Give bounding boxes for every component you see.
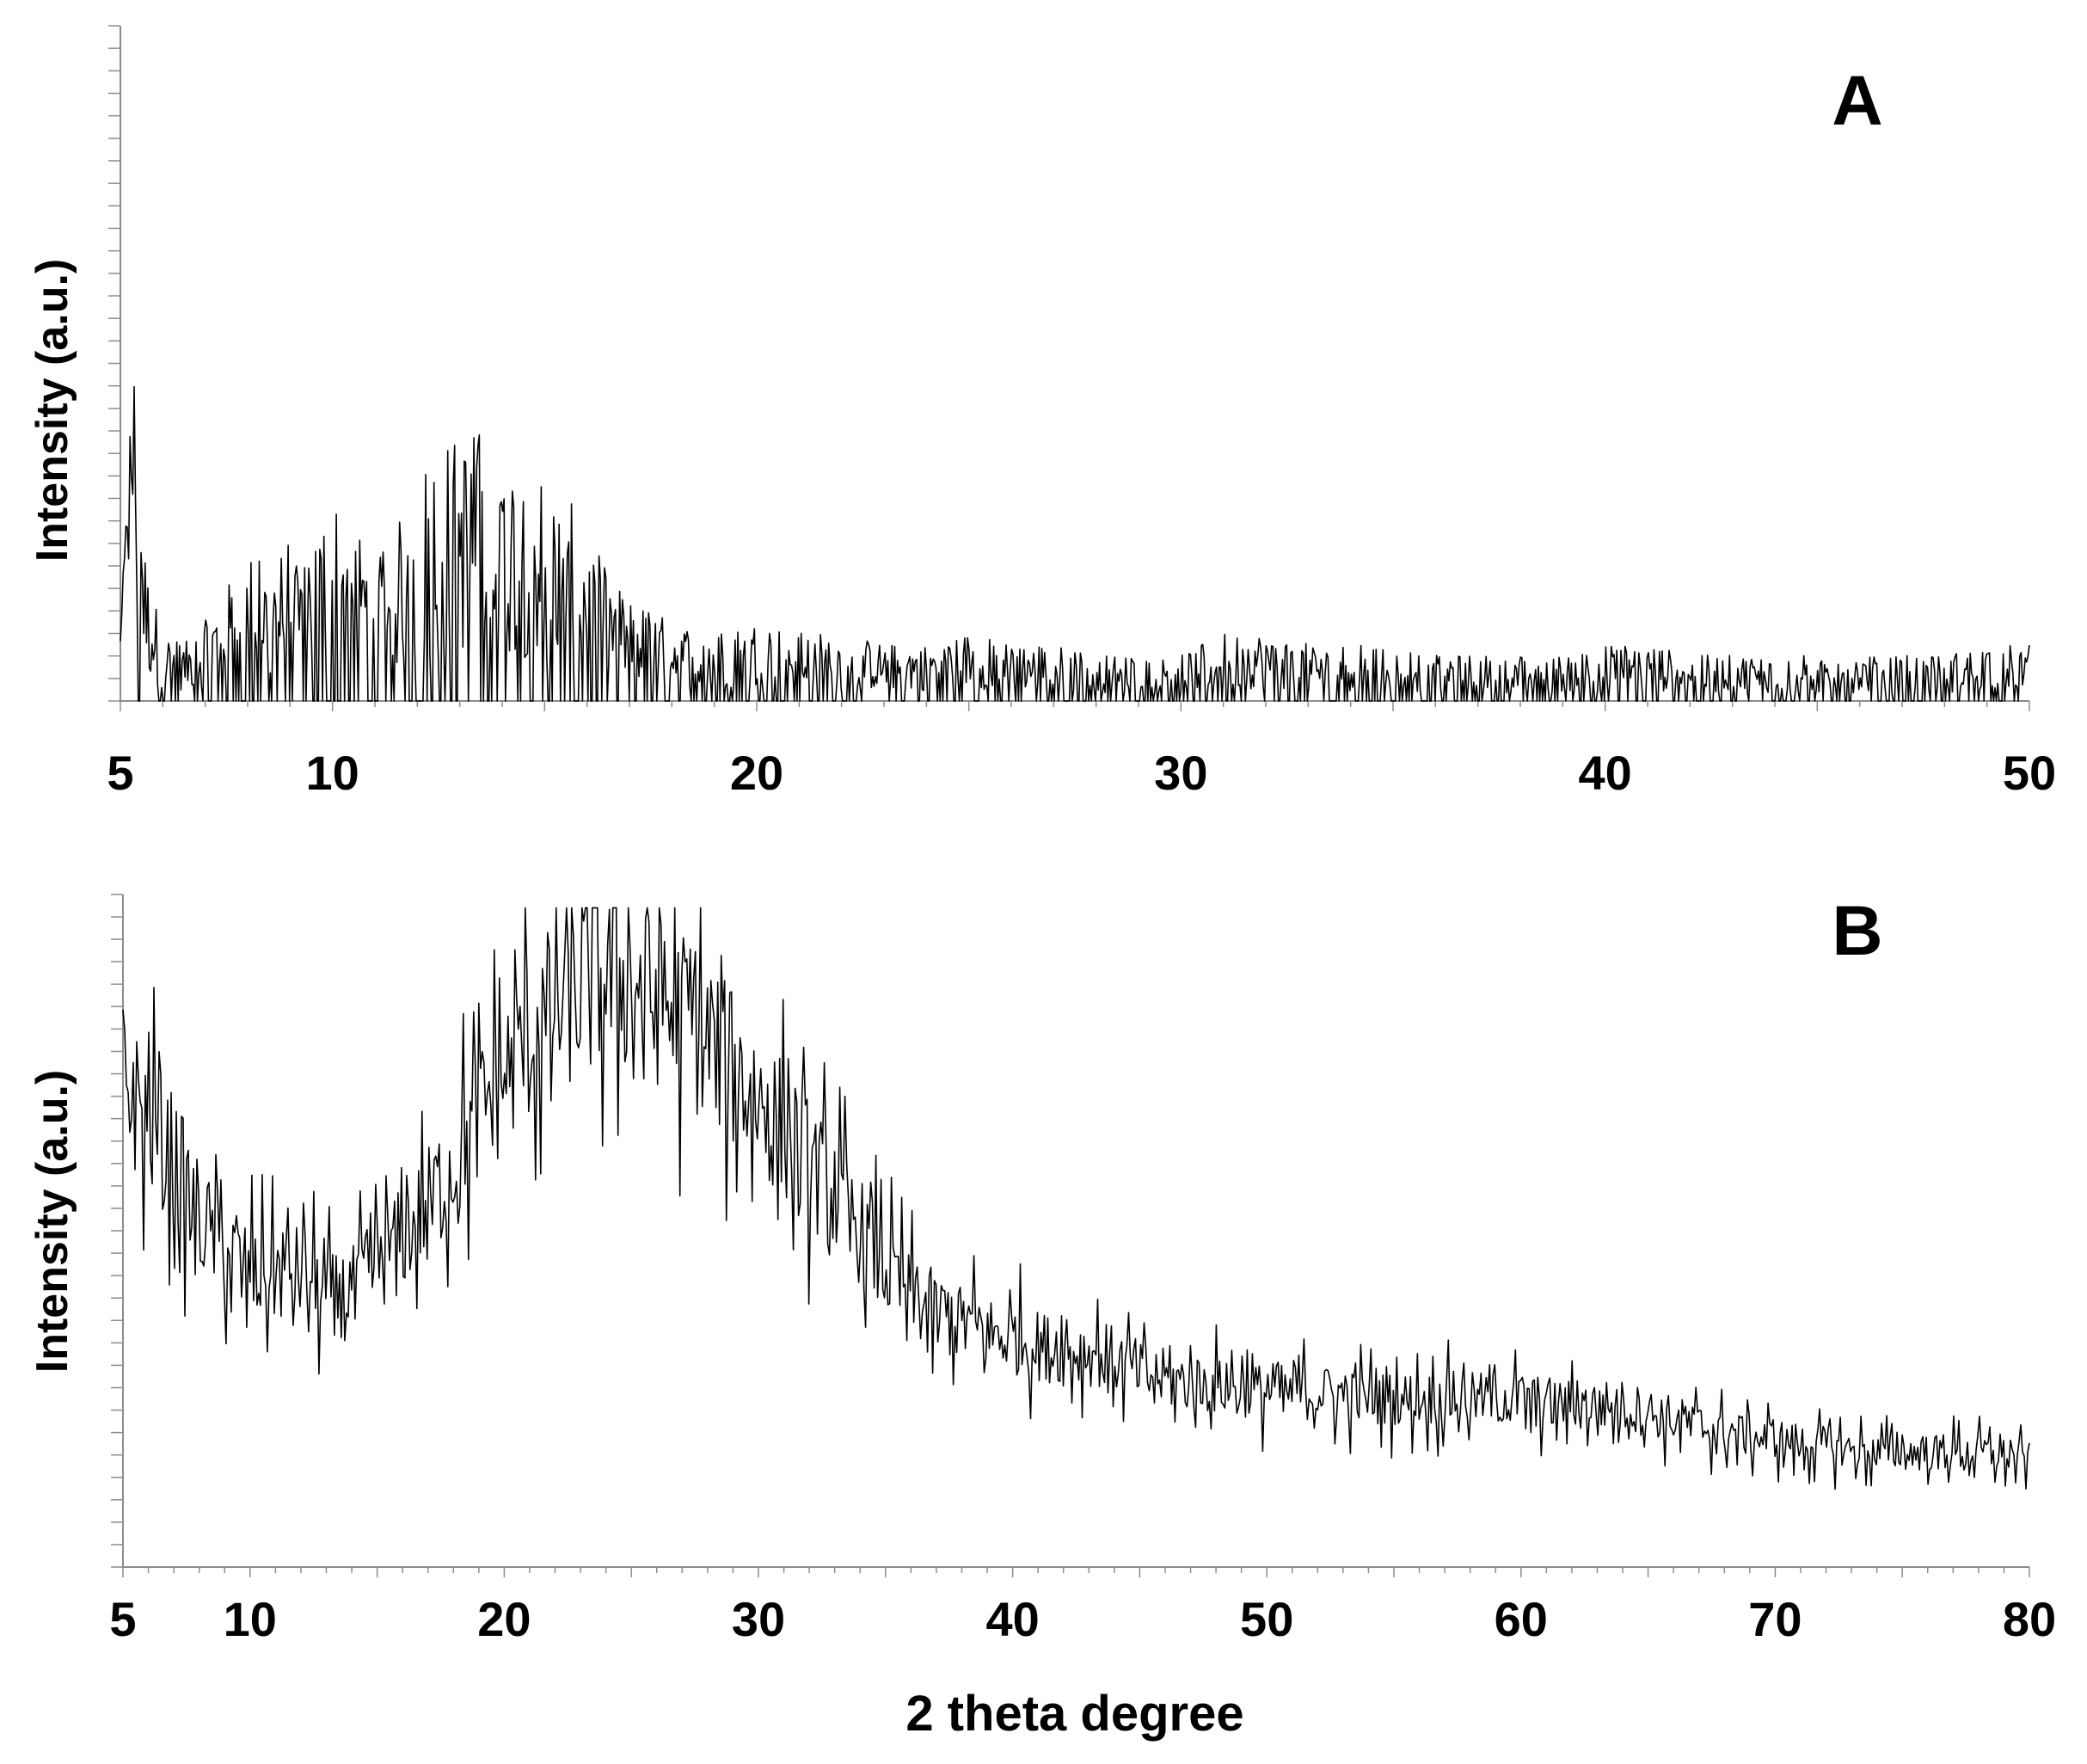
panel-b-series-line: [122, 907, 2030, 1490]
panel-b-x-tick-label: 20: [477, 1592, 531, 1646]
panel-b: B Intensity (a.u.) 5 10 20 30 40 50 60 70 80 2 t…: [28, 892, 2056, 1742]
panel-b-x-tick-label: 60: [1495, 1592, 1548, 1646]
panel-b-x-tick-label: 10: [224, 1592, 277, 1646]
panel-a-label: A: [1832, 62, 1882, 140]
panel-a-y-axis-label: Intensity (a.u.): [28, 259, 77, 562]
panel-b-x-tick-label: 40: [985, 1592, 1039, 1646]
panel-b-x-tick-label: 80: [2003, 1592, 2056, 1646]
panel-b-x-tick-label: 70: [1748, 1592, 1802, 1646]
panel-b-x-ticks: 5 10 20 30 40 50 60 70 80: [109, 1592, 2056, 1646]
panel-a-x-tick-label: 40: [1579, 746, 1632, 800]
panel-a-x-tick-label: 50: [2003, 746, 2056, 800]
panel-a-x-ticks: 5 10 20 30 40 50: [107, 746, 2056, 800]
panel-b-x-tick-label: 50: [1240, 1592, 1293, 1646]
panel-a: A Intensity (a.u.) 5 10 20 30 40 50: [28, 25, 2056, 800]
panel-b-x-tick-label: 30: [732, 1592, 785, 1646]
panel-a-axes: [108, 25, 2030, 711]
panel-b-y-axis-label: Intensity (a.u.): [28, 1070, 77, 1373]
panel-a-x-tick-label: 20: [730, 746, 783, 800]
panel-a-x-tick-label: 30: [1154, 746, 1207, 800]
panel-b-axes: [111, 894, 2030, 1577]
panel-a-series-line: [120, 385, 2030, 702]
panel-a-x-tick-label: 5: [107, 746, 133, 800]
panel-b-x-axis-label: 2 theta degree: [905, 1686, 1243, 1742]
panel-a-x-tick-label: 10: [306, 746, 359, 800]
panel-b-x-tick-label: 5: [109, 1592, 136, 1646]
panel-b-label: B: [1832, 892, 1882, 970]
